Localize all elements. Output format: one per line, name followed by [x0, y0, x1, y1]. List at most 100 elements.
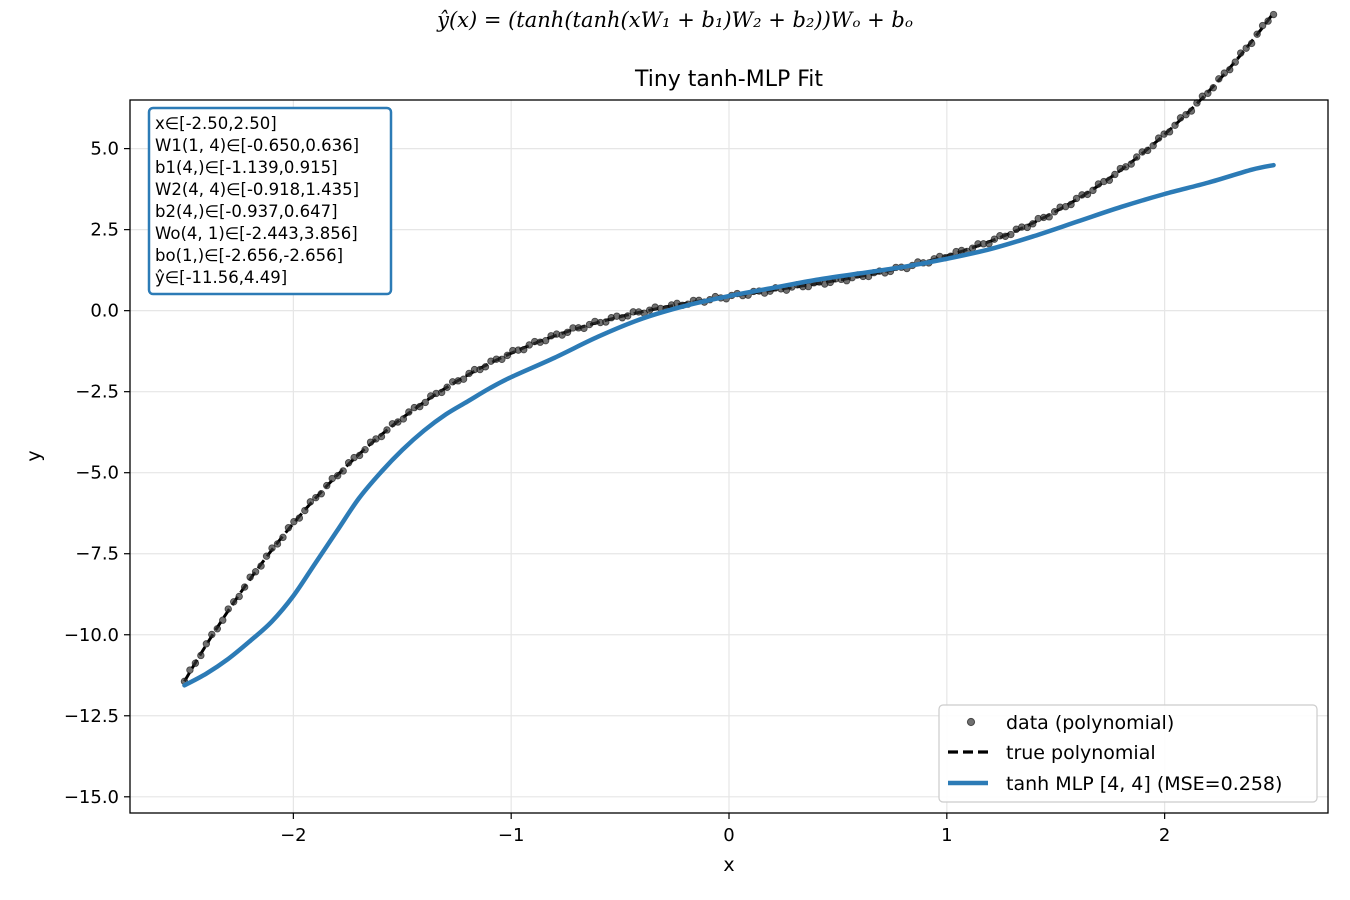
data-point	[1204, 89, 1212, 97]
data-point	[306, 498, 315, 506]
data-point	[1111, 170, 1119, 179]
plot-area	[180, 10, 1278, 688]
data-point	[1264, 17, 1272, 25]
data-point	[1209, 84, 1218, 92]
data-point	[312, 493, 320, 502]
data-point	[1226, 65, 1234, 74]
y-tick-label: 5.0	[90, 139, 119, 160]
data-point	[383, 426, 391, 434]
data-point	[219, 616, 227, 624]
data-point	[1029, 220, 1037, 228]
x-tick-label: 0	[723, 825, 734, 846]
data-point	[1067, 200, 1075, 209]
y-tick-label: −7.5	[75, 544, 119, 565]
data-point	[317, 490, 325, 498]
data-point	[1072, 194, 1081, 203]
data-point	[580, 324, 588, 333]
mlp-fit-line	[182, 162, 1276, 688]
data-point	[213, 625, 221, 633]
parameter-line: x∈[-2.50,2.50]	[155, 114, 277, 133]
data-point	[290, 517, 298, 526]
y-tick-label: −2.5	[75, 382, 119, 403]
data-point	[1083, 190, 1092, 199]
y-tick-label: −12.5	[64, 706, 119, 727]
data-point	[1154, 134, 1163, 142]
formula-title: ŷ(x) = (tanh(tanh(xW₁ + b₁)W₂ + b₂))Wₒ +…	[436, 8, 913, 32]
chart-title: Tiny tanh-MLP Fit	[634, 67, 823, 92]
data-point	[399, 415, 408, 423]
data-point	[202, 640, 211, 648]
data-point	[197, 651, 205, 660]
y-tick-label: −15.0	[64, 787, 119, 808]
data-point	[344, 459, 353, 467]
data-point	[1105, 176, 1114, 184]
data-point	[224, 605, 232, 613]
parameter-box: x∈[-2.50,2.50] W1(1, 4)∈[-0.650,0.636] b1(…	[147, 106, 393, 296]
data-point	[295, 514, 304, 522]
data-point	[1165, 128, 1174, 136]
data-point	[985, 240, 993, 248]
data-point	[645, 306, 654, 314]
data-point	[1089, 186, 1097, 195]
data-point	[1182, 110, 1190, 119]
data-point	[1269, 10, 1278, 19]
parameter-line: W2(4, 4)∈[-0.918,1.435]	[155, 180, 359, 199]
data-point	[1220, 69, 1228, 77]
data-point	[968, 244, 977, 252]
data-point	[1247, 39, 1256, 48]
data-point	[563, 328, 572, 336]
legend-label: data (polynomial)	[1006, 712, 1174, 734]
data-point	[1187, 107, 1196, 115]
data-point	[377, 432, 386, 441]
data-point	[355, 451, 364, 460]
data-point	[394, 418, 402, 426]
data-point	[503, 351, 512, 360]
data-point	[1215, 75, 1223, 83]
x-tick-label: −2	[280, 825, 307, 846]
legend-frame	[938, 704, 1318, 803]
data-point	[1231, 58, 1239, 66]
data-point	[602, 318, 610, 326]
data-point	[230, 598, 238, 606]
data-point	[1253, 30, 1261, 38]
data-point	[1023, 223, 1031, 232]
data-point	[246, 573, 254, 581]
data-point	[1143, 146, 1152, 155]
data-point	[525, 341, 533, 349]
legend-label: tanh MLP [4, 4] (MSE=0.258)	[1006, 773, 1282, 795]
data-point	[333, 471, 342, 480]
data-point	[339, 467, 347, 475]
data-point	[235, 592, 243, 601]
parameter-line: Wo(4, 1)∈[-2.443,3.856]	[155, 224, 358, 243]
data-point	[481, 363, 490, 371]
data-point	[262, 552, 271, 560]
data-point	[1171, 121, 1179, 129]
data-point	[421, 398, 429, 407]
y-tick-label: 0.0	[90, 301, 119, 322]
y-tick-label: −5.0	[75, 463, 119, 484]
data-point	[1127, 160, 1135, 168]
data-point	[361, 445, 369, 454]
data-point	[437, 388, 446, 397]
data-point	[257, 562, 265, 570]
data-point	[240, 583, 249, 591]
x-tick-label: 2	[1159, 825, 1170, 846]
data-point	[1149, 141, 1157, 150]
y-tick-label: −10.0	[64, 625, 119, 646]
parameter-line: b2(4,)∈[-0.937,0.647]	[155, 202, 338, 221]
data-point	[301, 506, 309, 515]
data-point	[186, 666, 194, 674]
data-point	[191, 659, 200, 667]
data-point	[459, 375, 468, 383]
x-axis-label: x	[723, 854, 734, 876]
data-point	[366, 438, 375, 446]
data-point	[443, 383, 451, 391]
data-point	[465, 369, 473, 378]
data-point	[1007, 230, 1015, 239]
parameter-line: ŷ∈[-11.56,4.49]	[155, 268, 287, 287]
data-point	[268, 544, 276, 552]
data-point	[520, 345, 528, 354]
data-point	[624, 312, 632, 320]
x-tick-label: 1	[941, 825, 952, 846]
